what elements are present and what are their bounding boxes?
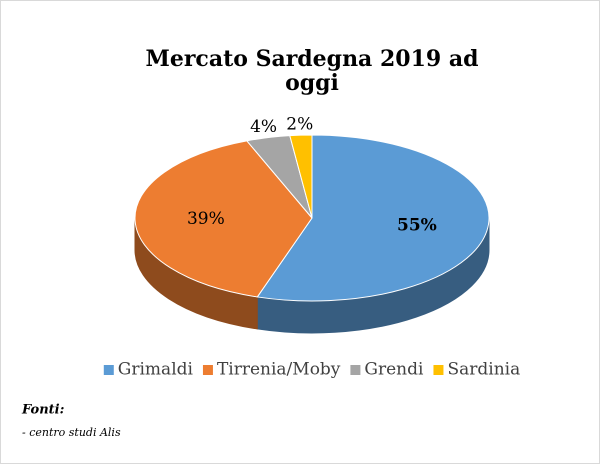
chart-title: Mercato Sardegna 2019 ad oggi xyxy=(145,46,478,96)
slice xyxy=(134,140,313,298)
legend-label: Grendi xyxy=(364,360,424,380)
slice xyxy=(289,134,313,219)
data-label: 2% xyxy=(286,114,313,134)
data-label: 39% xyxy=(187,209,225,229)
legend: Grimaldi Tirrenia/Moby Grendi Sardinia xyxy=(103,360,520,380)
data-label: 55% xyxy=(397,215,437,235)
legend-swatch xyxy=(350,365,361,375)
legend-label: Tirrenia/Moby xyxy=(217,360,341,380)
source: - centro studi Alis xyxy=(22,426,121,439)
data-label: 4% xyxy=(250,117,277,137)
legend-swatch xyxy=(103,365,114,375)
source-title: Fonti: xyxy=(21,403,65,418)
legend-swatch xyxy=(202,365,213,375)
legend-swatch xyxy=(433,365,444,375)
legend-label: Sardinia xyxy=(447,360,520,380)
legend-label: Grimaldi xyxy=(118,360,194,380)
slice xyxy=(256,134,490,302)
